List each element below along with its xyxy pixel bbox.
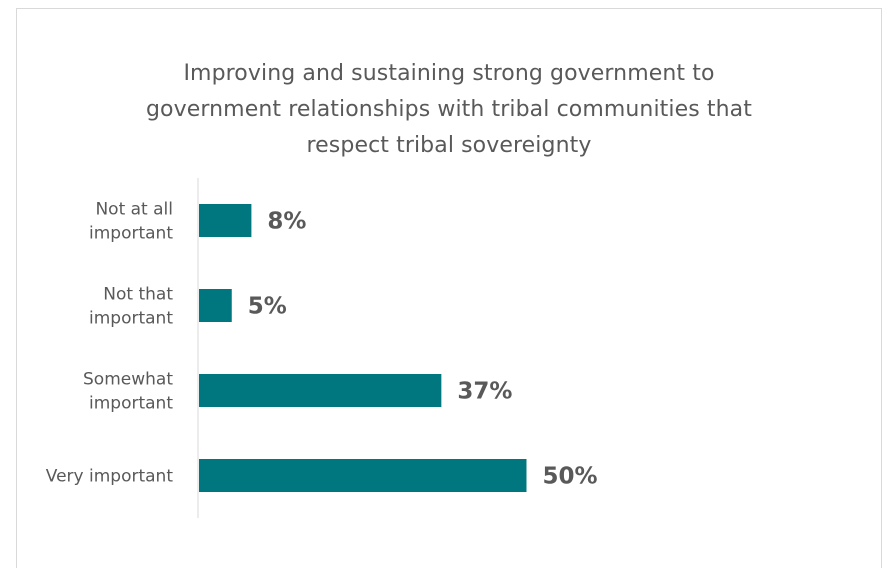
data-label: 37% <box>457 379 512 405</box>
bar <box>199 459 527 492</box>
chart-title-line-2: government relationships with tribal com… <box>145 97 752 122</box>
category-tick-label: Not that important <box>89 285 173 329</box>
data-label: 8% <box>267 209 306 235</box>
data-label: 5% <box>248 294 287 320</box>
category-tick-label: Not at all important <box>89 200 173 244</box>
data-label: 50% <box>543 464 598 490</box>
chart-title-line-1: Improving and sustaining strong governme… <box>183 61 715 86</box>
bar <box>199 204 252 237</box>
bar <box>199 289 232 322</box>
chart-title-line-3: respect tribal sovereignty <box>306 133 592 158</box>
category-tick-label: Somewhat important <box>83 370 173 414</box>
chart-title: Improving and sustaining strong governme… <box>16 56 882 164</box>
bar <box>199 374 442 407</box>
bar-chart: 8% Not at all important 5% Not that important… <box>46 178 598 518</box>
category-tick-label: Very important <box>46 467 174 487</box>
